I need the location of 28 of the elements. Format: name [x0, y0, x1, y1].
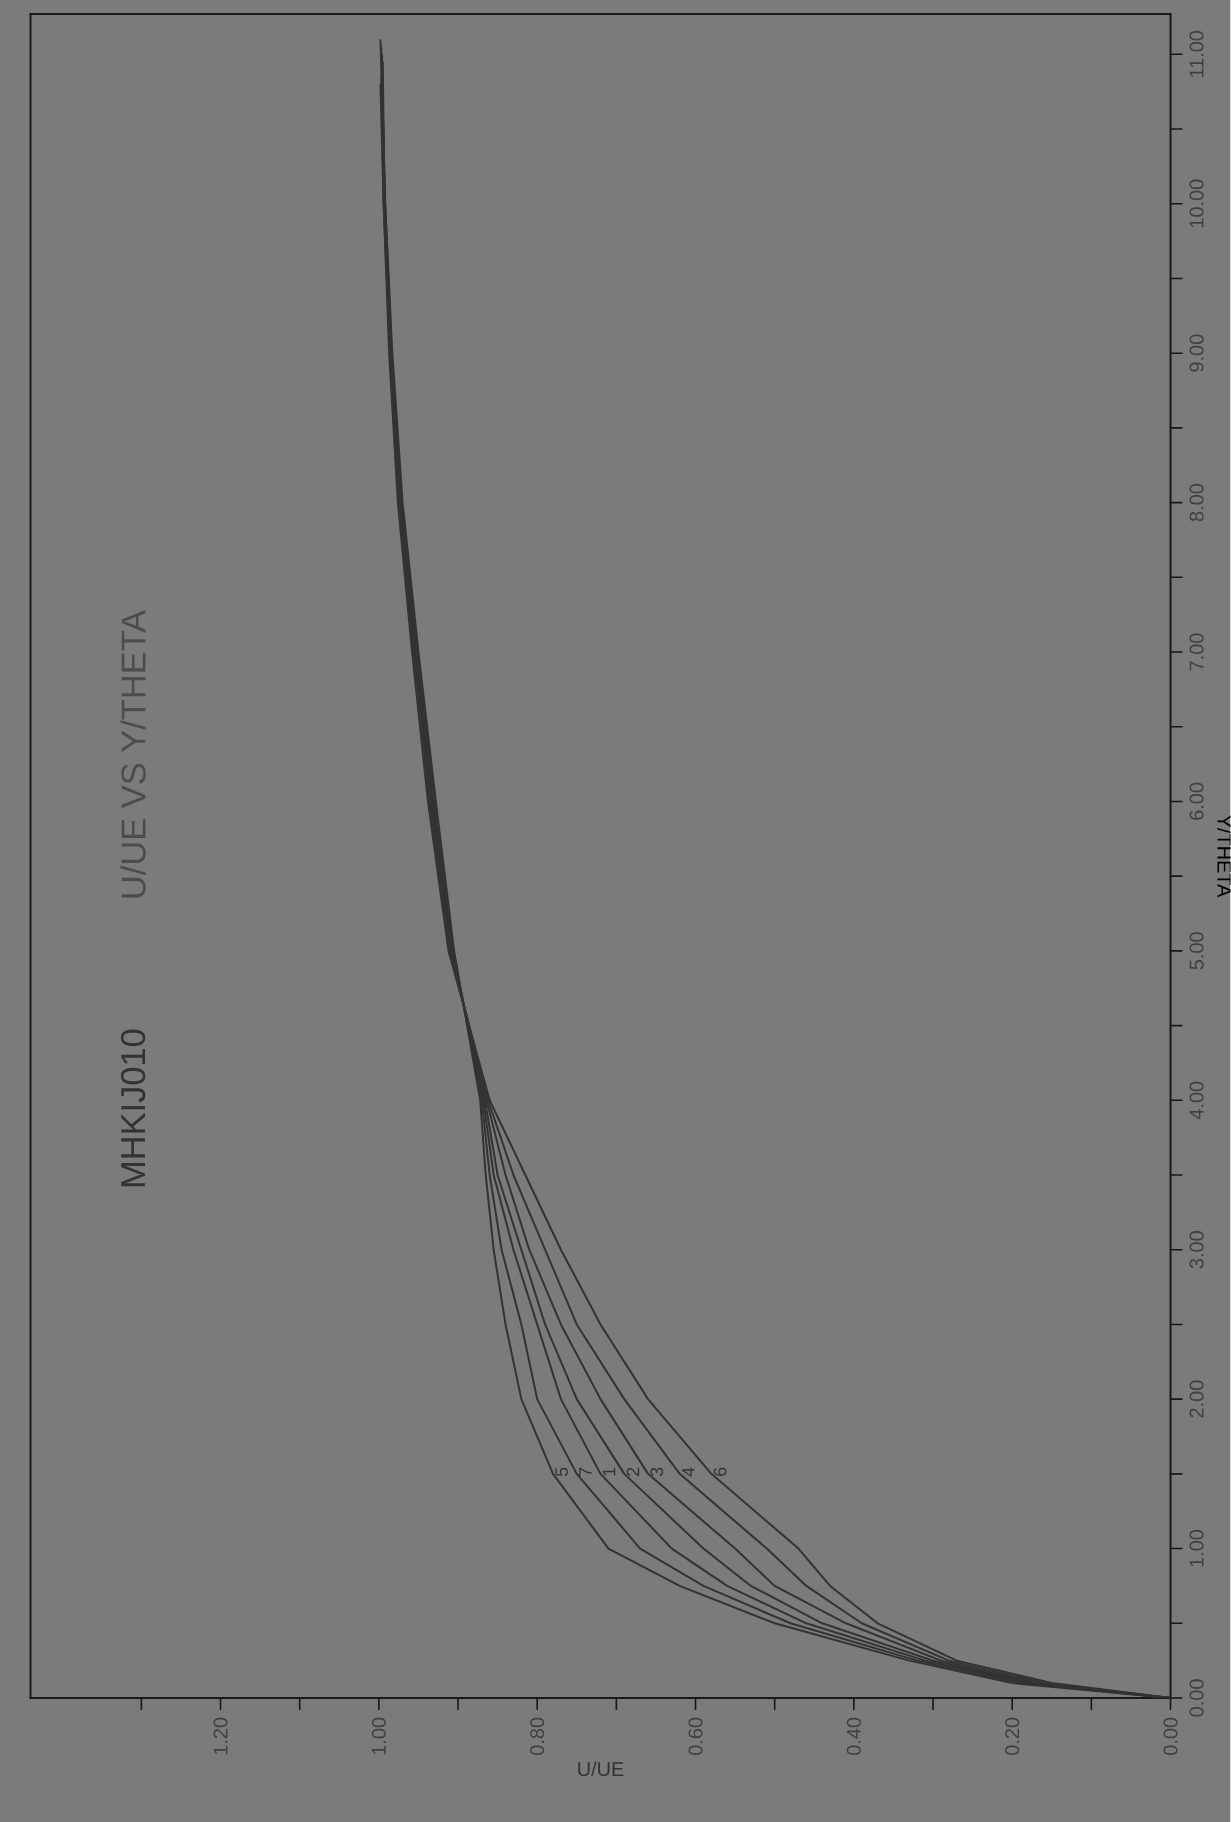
text: 2 — [626, 1467, 640, 1476]
text: 6 — [713, 1467, 727, 1476]
x-axis-title: U/UE — [578, 1761, 624, 1777]
x-tick-label: 0.80 — [530, 1717, 545, 1755]
text: MHKIJ010 — [121, 1029, 146, 1187]
y-tick-label: 2.00 — [1189, 1380, 1204, 1418]
x-tick-label: 0.40 — [847, 1717, 862, 1755]
text: 4 — [682, 1467, 695, 1477]
y-tick-label: 11.00 — [1189, 30, 1204, 77]
y-tick-label: 4.00 — [1189, 1081, 1204, 1120]
y-tick-label: 10.00 — [1189, 179, 1204, 228]
y-tick-label: 8.00 — [1189, 483, 1204, 522]
y-tick-label: 7.00 — [1189, 633, 1204, 671]
x-tick-label: 0.20 — [1005, 1717, 1020, 1755]
y-tick-label: 0.00 — [1189, 1679, 1204, 1717]
x-tick-label: 1.20 — [213, 1717, 228, 1755]
x-tick-label: 1.00 — [372, 1717, 387, 1755]
y-tick-label: 5.00 — [1189, 932, 1204, 970]
y-tick-label: 1.00 — [1189, 1529, 1204, 1567]
x-tick-label: 0.00 — [1163, 1717, 1178, 1755]
text: 5 — [555, 1467, 569, 1477]
y-tick-label: 3.00 — [1189, 1231, 1204, 1269]
x-tick-label: 0.60 — [688, 1717, 703, 1755]
y-tick-label: 9.00 — [1189, 334, 1204, 372]
y-tick-label: 6.00 — [1189, 782, 1204, 820]
text: 1 — [603, 1467, 616, 1476]
text: 7 — [579, 1467, 592, 1476]
text: 3 — [650, 1467, 664, 1477]
